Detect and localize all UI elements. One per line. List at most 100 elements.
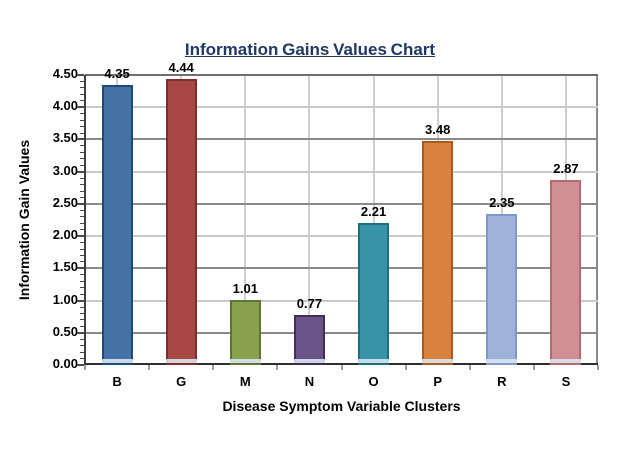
- x-boundary-tick: [404, 365, 407, 370]
- bar-base-highlight: [358, 359, 390, 363]
- bar-base-highlight: [229, 359, 261, 363]
- y-minor-tick: [80, 242, 84, 244]
- y-minor-tick: [80, 254, 84, 256]
- h-gridline: [85, 299, 598, 302]
- y-major-tick: [77, 138, 84, 141]
- h-gridline: [85, 106, 598, 109]
- bar-value-label: 0.77: [296, 296, 323, 312]
- x-category-label: N: [304, 374, 315, 389]
- y-tick-label: 0.00: [52, 356, 78, 371]
- bar-base-highlight: [422, 359, 454, 363]
- bar-base-highlight: [486, 359, 518, 363]
- h-gridline: [85, 267, 598, 270]
- x-boundary-tick: [148, 365, 151, 370]
- v-gridline: [308, 75, 311, 365]
- y-tick-label: 1.00: [52, 291, 78, 307]
- y-minor-tick: [80, 177, 84, 179]
- x-boundary-tick: [532, 365, 535, 370]
- x-boundary-tick: [340, 365, 343, 370]
- bar-base-highlight: [293, 359, 325, 363]
- y-minor-tick: [80, 184, 84, 186]
- bar-value-label: 2.87: [553, 161, 579, 177]
- y-minor-tick: [80, 151, 84, 153]
- y-minor-tick: [80, 229, 84, 231]
- y-minor-tick: [80, 164, 84, 166]
- x-axis-title: Disease Symptom Variable Clusters: [222, 398, 461, 414]
- bar-base-highlight: [165, 359, 197, 363]
- y-minor-tick: [80, 280, 84, 282]
- y-minor-tick: [80, 338, 84, 340]
- bar-base-highlight: [550, 359, 582, 363]
- y-axis-line: [84, 75, 86, 367]
- y-minor-tick: [80, 196, 84, 198]
- y-minor-tick: [80, 93, 84, 95]
- bar-M: [229, 299, 261, 365]
- y-minor-tick: [80, 351, 84, 353]
- h-gridline: [85, 235, 598, 238]
- y-major-tick: [77, 331, 84, 334]
- y-major-tick: [77, 364, 84, 366]
- y-minor-tick: [80, 319, 84, 321]
- plot-area: 4.35 4.44 1.01 0.77 2.21 3.48 2.35 2.87: [85, 60, 598, 365]
- y-minor-tick: [80, 312, 84, 314]
- bar-O: [358, 222, 390, 365]
- y-minor-tick: [80, 216, 84, 218]
- y-tick-label: 3.50: [52, 130, 78, 146]
- bar-value-label: 2.35: [489, 194, 515, 210]
- bar-S: [550, 180, 582, 365]
- y-minor-tick: [80, 158, 84, 160]
- x-category-label: S: [561, 374, 571, 389]
- y-major-tick: [77, 170, 84, 173]
- x-category-label: O: [368, 374, 379, 389]
- y-minor-tick: [80, 119, 84, 121]
- x-boundary-tick: [84, 365, 86, 370]
- y-minor-tick: [80, 325, 84, 327]
- plot-right-border: [596, 75, 598, 365]
- y-minor-tick: [80, 209, 84, 211]
- y-minor-tick: [80, 126, 84, 128]
- h-gridline: [85, 74, 598, 76]
- y-major-tick: [77, 235, 84, 238]
- h-gridline: [85, 202, 598, 205]
- chart-title: Information Gains Values Chart: [184, 40, 436, 59]
- y-minor-tick: [80, 358, 84, 360]
- bar-value-label: 4.35: [104, 65, 130, 81]
- y-major-tick: [77, 202, 84, 205]
- x-category-label: G: [176, 374, 187, 389]
- v-gridline: [372, 75, 375, 365]
- bar-N: [293, 315, 325, 365]
- y-tick-label: 0.50: [52, 323, 78, 339]
- bar-value-label: 4.44: [168, 59, 194, 75]
- y-tick-label: 1.50: [52, 259, 78, 275]
- y-minor-tick: [80, 80, 84, 82]
- y-major-tick: [77, 106, 84, 109]
- y-minor-tick: [80, 100, 84, 102]
- y-tick-label: 4.50: [52, 66, 78, 81]
- h-gridline: [85, 170, 598, 173]
- x-category-label: P: [433, 374, 443, 389]
- h-gridline: [85, 138, 598, 141]
- bar-value-label: 2.21: [360, 203, 387, 219]
- bar-value-label: 3.48: [425, 121, 451, 137]
- x-category-label: B: [112, 374, 122, 389]
- y-minor-tick: [80, 248, 84, 250]
- bar-value-label: 1.01: [232, 280, 258, 296]
- y-minor-tick: [80, 113, 84, 115]
- h-gridline: [85, 331, 598, 334]
- y-minor-tick: [80, 287, 84, 289]
- x-boundary-tick: [468, 365, 471, 370]
- x-boundary-tick: [597, 365, 599, 370]
- bar-B: [101, 84, 133, 365]
- y-tick-label: 2.50: [52, 194, 78, 210]
- bar-base-highlight: [101, 359, 133, 363]
- y-minor-tick: [80, 293, 84, 295]
- y-tick-label: 3.00: [52, 162, 78, 178]
- bar-P: [422, 140, 454, 365]
- y-minor-tick: [80, 87, 84, 89]
- y-minor-tick: [80, 132, 84, 134]
- y-tick-label: 4.00: [52, 98, 78, 114]
- y-major-tick: [77, 267, 84, 270]
- x-category-label: M: [239, 374, 251, 389]
- y-major-tick: [77, 74, 84, 76]
